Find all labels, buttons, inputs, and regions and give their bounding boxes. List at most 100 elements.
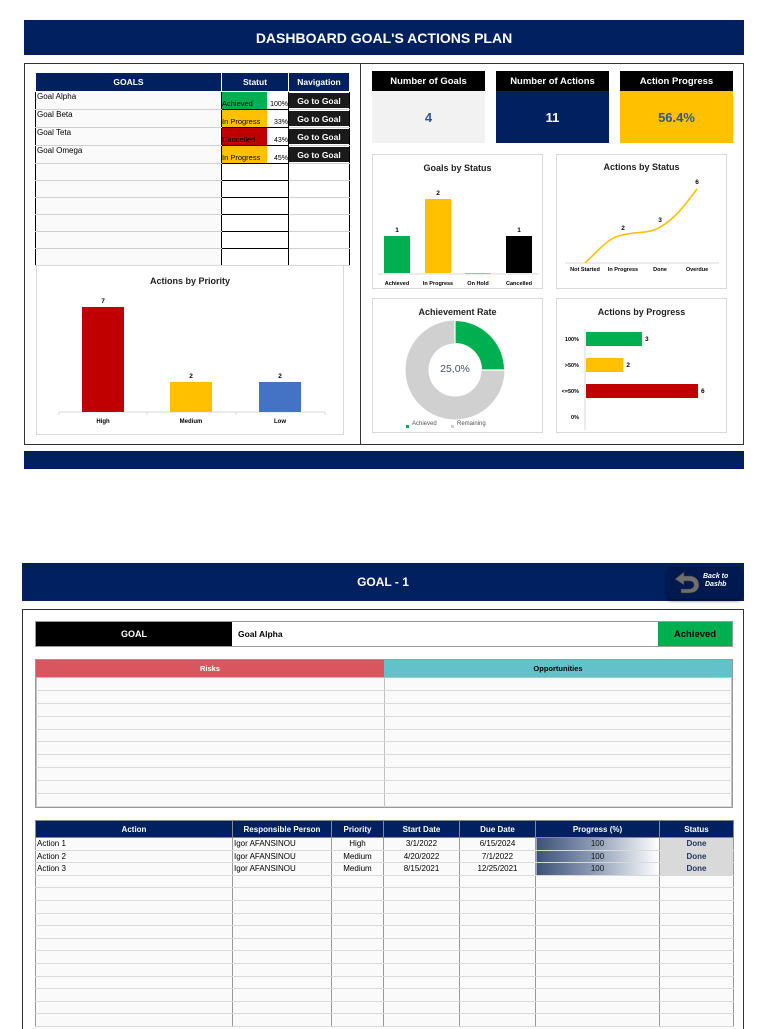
empty-cell[interactable] xyxy=(331,925,384,939)
empty-cell[interactable] xyxy=(535,925,660,939)
empty-cell[interactable] xyxy=(383,1001,460,1015)
empty-cell[interactable] xyxy=(459,963,536,977)
empty-cell[interactable] xyxy=(535,1001,660,1015)
empty-cell[interactable] xyxy=(232,875,332,889)
opportunity-cell[interactable] xyxy=(384,780,732,795)
empty-cell[interactable] xyxy=(232,1001,332,1015)
action-name-cell[interactable]: Action 1 xyxy=(35,837,233,851)
empty-cell[interactable] xyxy=(383,913,460,927)
empty-cell[interactable] xyxy=(35,180,222,198)
empty-cell[interactable] xyxy=(232,913,332,927)
opportunity-cell[interactable] xyxy=(384,767,732,782)
due-date-cell[interactable]: 6/15/2024 xyxy=(459,837,536,851)
empty-cell[interactable] xyxy=(383,900,460,914)
empty-cell[interactable] xyxy=(331,1013,384,1027)
empty-cell[interactable] xyxy=(232,900,332,914)
progress-cell[interactable]: 100 xyxy=(535,862,660,876)
empty-cell[interactable] xyxy=(35,988,233,1002)
opportunity-cell[interactable] xyxy=(384,689,732,704)
opportunity-cell[interactable] xyxy=(384,677,732,691)
empty-cell[interactable] xyxy=(35,913,233,927)
empty-cell[interactable] xyxy=(35,976,233,990)
opportunity-cell[interactable] xyxy=(384,793,732,807)
empty-cell[interactable] xyxy=(35,248,222,266)
empty-cell[interactable] xyxy=(221,214,289,232)
status-cell[interactable]: Done xyxy=(659,862,734,876)
go-to-goal-button[interactable]: Go to Goal xyxy=(289,111,349,126)
empty-cell[interactable] xyxy=(459,976,536,990)
empty-cell[interactable] xyxy=(35,950,233,964)
opportunity-cell[interactable] xyxy=(384,728,732,743)
empty-cell[interactable] xyxy=(35,1013,233,1027)
priority-cell[interactable]: Medium xyxy=(331,862,384,876)
empty-cell[interactable] xyxy=(659,875,734,889)
empty-cell[interactable] xyxy=(232,887,332,901)
action-name-cell[interactable]: Action 3 xyxy=(35,862,233,876)
empty-cell[interactable] xyxy=(35,925,233,939)
go-to-goal-button[interactable]: Go to Goal xyxy=(289,129,349,144)
start-date-cell[interactable]: 3/1/2022 xyxy=(383,837,460,851)
empty-cell[interactable] xyxy=(232,988,332,1002)
responsible-person-cell[interactable]: Igor AFANSINOU xyxy=(232,862,332,876)
empty-cell[interactable] xyxy=(535,875,660,889)
risk-cell[interactable] xyxy=(36,754,385,769)
risk-cell[interactable] xyxy=(36,793,385,807)
empty-cell[interactable] xyxy=(232,938,332,952)
empty-cell[interactable] xyxy=(659,963,734,977)
empty-cell[interactable] xyxy=(383,950,460,964)
empty-cell[interactable] xyxy=(221,197,289,215)
risk-cell[interactable] xyxy=(36,677,385,691)
due-date-cell[interactable]: 7/1/2022 xyxy=(459,850,536,864)
empty-cell[interactable] xyxy=(659,938,734,952)
empty-cell[interactable] xyxy=(659,976,734,990)
go-to-goal-button[interactable]: Go to Goal xyxy=(289,147,349,162)
empty-cell[interactable] xyxy=(459,925,536,939)
empty-cell[interactable] xyxy=(383,938,460,952)
progress-cell[interactable]: 100 xyxy=(535,837,660,851)
empty-cell[interactable] xyxy=(659,1001,734,1015)
empty-cell[interactable] xyxy=(232,950,332,964)
empty-cell[interactable] xyxy=(535,988,660,1002)
empty-cell[interactable] xyxy=(331,913,384,927)
go-to-goal-button[interactable]: Go to Goal xyxy=(289,93,349,108)
empty-cell[interactable] xyxy=(35,197,222,215)
empty-cell[interactable] xyxy=(659,950,734,964)
empty-cell[interactable] xyxy=(35,163,222,181)
empty-cell[interactable] xyxy=(383,925,460,939)
empty-cell[interactable] xyxy=(383,1013,460,1027)
empty-cell[interactable] xyxy=(331,900,384,914)
empty-cell[interactable] xyxy=(659,887,734,901)
status-cell[interactable]: Done xyxy=(659,850,734,864)
opportunity-cell[interactable] xyxy=(384,754,732,769)
empty-cell[interactable] xyxy=(459,875,536,889)
empty-cell[interactable] xyxy=(221,248,289,266)
empty-cell[interactable] xyxy=(659,925,734,939)
empty-cell[interactable] xyxy=(331,875,384,889)
empty-cell[interactable] xyxy=(459,938,536,952)
empty-cell[interactable] xyxy=(659,900,734,914)
start-date-cell[interactable]: 8/15/2021 xyxy=(383,862,460,876)
empty-cell[interactable] xyxy=(331,938,384,952)
empty-cell[interactable] xyxy=(35,214,222,232)
empty-cell[interactable] xyxy=(535,963,660,977)
empty-cell[interactable] xyxy=(35,938,233,952)
start-date-cell[interactable]: 4/20/2022 xyxy=(383,850,460,864)
empty-cell[interactable] xyxy=(459,913,536,927)
back-to-dashboard-button[interactable]: Back to Dashb xyxy=(667,567,741,599)
empty-cell[interactable] xyxy=(383,976,460,990)
empty-cell[interactable] xyxy=(35,887,233,901)
empty-cell[interactable] xyxy=(35,963,233,977)
empty-cell[interactable] xyxy=(383,988,460,1002)
risk-cell[interactable] xyxy=(36,689,385,704)
risk-cell[interactable] xyxy=(36,741,385,756)
empty-cell[interactable] xyxy=(659,913,734,927)
responsible-person-cell[interactable]: Igor AFANSINOU xyxy=(232,850,332,864)
empty-cell[interactable] xyxy=(35,1001,233,1015)
empty-cell[interactable] xyxy=(35,900,233,914)
empty-cell[interactable] xyxy=(232,976,332,990)
empty-cell[interactable] xyxy=(383,875,460,889)
due-date-cell[interactable]: 12/25/2021 xyxy=(459,862,536,876)
empty-cell[interactable] xyxy=(535,887,660,901)
empty-cell[interactable] xyxy=(331,887,384,901)
empty-cell[interactable] xyxy=(35,231,222,249)
